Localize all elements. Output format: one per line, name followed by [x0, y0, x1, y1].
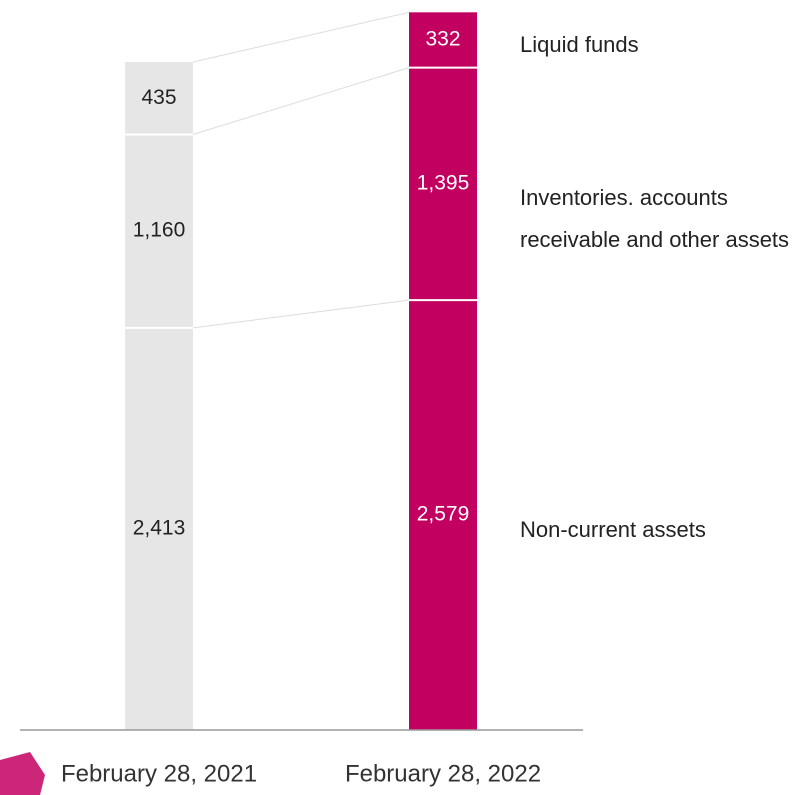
bar-segment	[125, 134, 193, 328]
bar-segment	[125, 327, 193, 730]
bar-segment	[125, 61, 193, 135]
bar-segment	[409, 67, 477, 301]
value-label: 1,160	[133, 219, 186, 242]
x-tick-label: February 28, 2022	[345, 760, 541, 787]
legend-label: Inventories. accounts receivable and oth…	[520, 185, 790, 252]
connector-line	[192, 11, 410, 63]
legend-label: Non-current assets	[520, 517, 706, 542]
connector-line	[192, 67, 410, 135]
connector-line	[192, 299, 410, 329]
value-label: 2,413	[133, 516, 186, 539]
x-tick-label: February 28, 2021	[61, 760, 257, 787]
value-label: 332	[425, 28, 460, 51]
legend-label: Liquid funds	[520, 32, 639, 57]
value-label: 2,579	[417, 503, 470, 526]
logo-fragment	[0, 752, 45, 795]
bar-segment	[409, 12, 477, 68]
value-label: 435	[141, 86, 176, 109]
bar-segment	[409, 300, 477, 730]
value-label: 1,395	[417, 171, 470, 194]
